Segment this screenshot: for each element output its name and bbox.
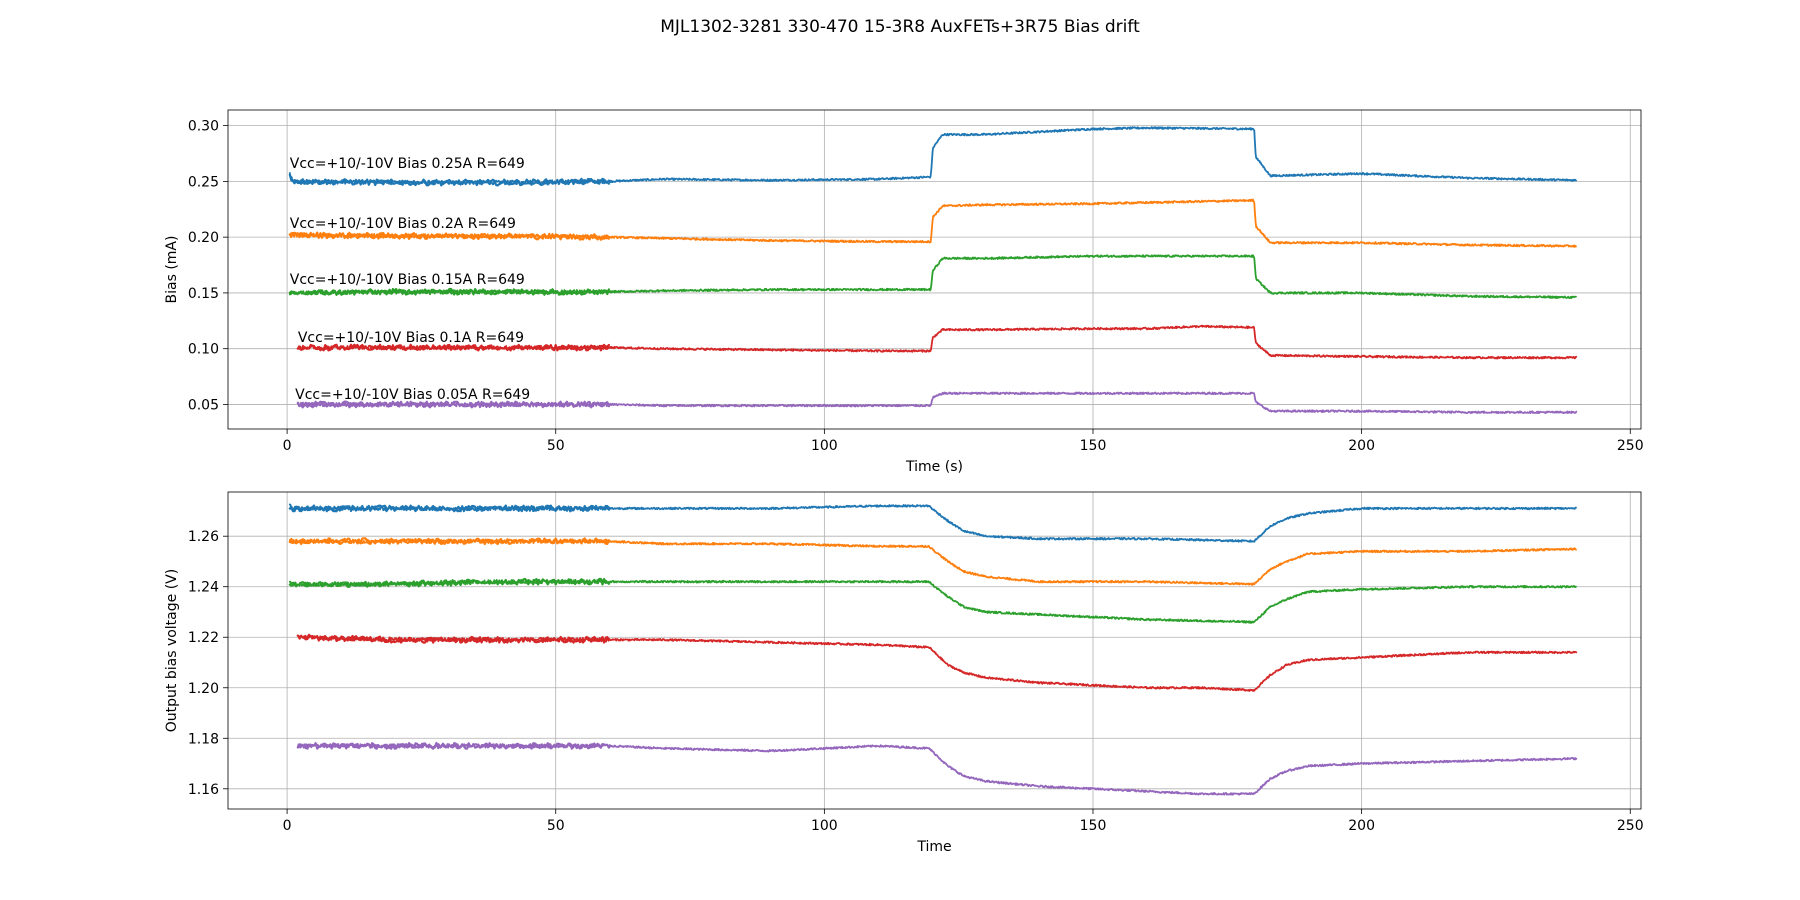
- bias-current-x-tick-label: 50: [547, 438, 565, 454]
- output-voltage-series-5-noise-band: [296, 741, 611, 750]
- bias-current-series-annotation: Vcc=+10/-10V Bias 0.15A R=649: [290, 272, 525, 288]
- bias-current-x-tick-label: 0: [283, 438, 292, 454]
- bias-current-x-axis-label: Time (s): [905, 459, 963, 475]
- output-voltage-y-axis-label: Output bias voltage (V): [164, 569, 180, 732]
- output-voltage-x-axis-label: Time: [916, 839, 951, 855]
- output-voltage-series-2-noise-band: [288, 537, 611, 546]
- bias-current-series-4-noise-band: [296, 343, 611, 352]
- output-voltage-x-tick-label: 200: [1348, 818, 1375, 834]
- output-voltage-y-tick-label: 1.24: [188, 580, 219, 596]
- bias-current-series-2-noise-band: [288, 231, 611, 241]
- output-voltage-series-3-noise-band: [288, 577, 611, 588]
- bias-current-y-tick-label: 0.05: [188, 397, 219, 413]
- bias-current-x-tick-label: 100: [811, 438, 838, 454]
- bias-current-y-tick-label: 0.20: [188, 230, 219, 246]
- bias-current-series-annotation: Vcc=+10/-10V Bias 0.25A R=649: [290, 156, 525, 172]
- bias-current-x-tick-label: 150: [1080, 438, 1107, 454]
- bias-current-series-group: [288, 126, 1578, 415]
- bias-current-y-tick-label: 0.10: [188, 342, 219, 358]
- bias-current-series-annotation: Vcc=+10/-10V Bias 0.05A R=649: [295, 387, 530, 403]
- bias-current-y-tick-label: 0.15: [188, 286, 219, 302]
- output-voltage-series-1-noise-band: [288, 504, 611, 513]
- output-voltage-x-tick-label: 250: [1617, 818, 1644, 834]
- output-voltage-x-tick-label: 150: [1080, 818, 1107, 834]
- bias-current-plot: 0 50 100 150 200 250 0.05 0.10 0.15 0.20 0.25 0.30 T…: [164, 109, 1644, 475]
- output-voltage-y-tick-label: 1.18: [188, 731, 219, 747]
- output-voltage-x-tick-label: 100: [811, 818, 838, 834]
- output-voltage-axes-frame: [227, 491, 1642, 810]
- bias-current-series-1-noise-band: [288, 173, 611, 187]
- output-voltage-y-tick-label: 1.26: [188, 529, 219, 545]
- figure-title: MJL1302-3281 330-470 15-3R8 AuxFETs+3R75…: [660, 17, 1140, 37]
- output-voltage-x-tick-label: 0: [283, 818, 292, 834]
- output-voltage-y-tick-label: 1.16: [188, 782, 219, 798]
- bias-current-series-annotation: Vcc=+10/-10V Bias 0.1A R=649: [298, 330, 524, 346]
- output-voltage-y-tick-label: 1.20: [188, 681, 219, 697]
- bias-current-series-3-noise-band: [288, 287, 611, 296]
- output-bias-voltage-plot: 0 50 100 150 200 250 1.16 1.18 1.20 1.22 1.24 1.26 T…: [164, 491, 1644, 855]
- output-voltage-x-tick-label: 50: [547, 818, 565, 834]
- bias-current-axes-frame: [227, 109, 1642, 430]
- bias-current-y-axis-label: Bias (mA): [164, 236, 180, 304]
- bias-current-x-tick-label: 200: [1348, 438, 1375, 454]
- bias-current-series-5-noise-band: [296, 400, 611, 409]
- output-voltage-series-group: [288, 503, 1578, 796]
- output-voltage-y-tick-label: 1.22: [188, 630, 219, 646]
- bias-current-y-tick-label: 0.30: [188, 119, 219, 135]
- bias-current-series-annotation: Vcc=+10/-10V Bias 0.2A R=649: [290, 216, 516, 232]
- output-voltage-series-4-noise-band: [296, 633, 611, 644]
- bias-current-x-tick-label: 250: [1617, 438, 1644, 454]
- bias-current-y-tick-label: 0.25: [188, 174, 219, 190]
- bias-current-series-2-line: [288, 198, 1577, 248]
- bias-current-series-5-line: [296, 391, 1578, 415]
